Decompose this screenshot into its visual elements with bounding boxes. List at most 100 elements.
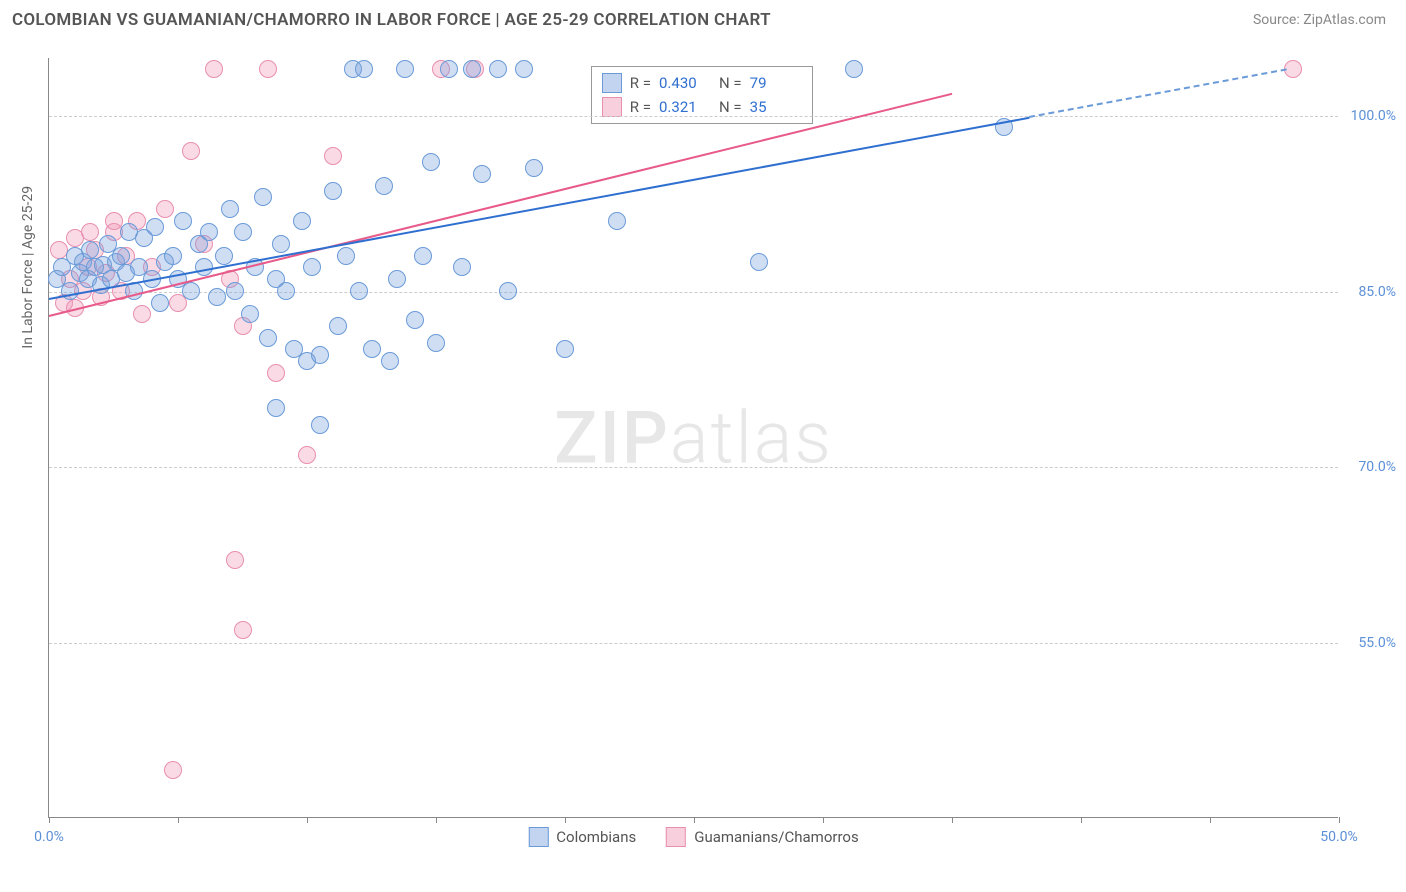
stat-r-value-b: 0.321 <box>659 98 711 116</box>
data-point <box>363 340 381 358</box>
data-point <box>388 270 406 288</box>
x-tick <box>565 817 566 823</box>
x-tick <box>307 817 308 823</box>
data-point <box>329 317 347 335</box>
x-tick <box>49 817 50 823</box>
data-point <box>146 218 164 236</box>
data-point <box>311 416 329 434</box>
data-point <box>525 159 543 177</box>
y-tick-label: 85.0% <box>1358 284 1396 300</box>
x-tick <box>1081 817 1082 823</box>
legend-label-a: Colombians <box>556 828 636 846</box>
data-point <box>414 247 432 265</box>
data-point <box>174 212 192 230</box>
data-point <box>164 761 182 779</box>
data-point <box>241 305 259 323</box>
x-tick <box>1210 817 1211 823</box>
stat-n-value-a: 79 <box>750 74 802 92</box>
x-tick-label: 50.0% <box>1320 829 1358 845</box>
data-point <box>234 223 252 241</box>
data-point <box>133 305 151 323</box>
data-point <box>499 282 517 300</box>
data-point <box>81 223 99 241</box>
data-point <box>259 60 277 78</box>
data-point <box>337 247 355 265</box>
data-point <box>489 60 507 78</box>
legend-item-colombians: Colombians <box>528 827 636 847</box>
data-point <box>355 60 373 78</box>
data-point <box>234 621 252 639</box>
data-point <box>254 188 272 206</box>
y-tick-label: 100.0% <box>1351 108 1396 124</box>
gridline <box>49 643 1338 644</box>
y-tick-label: 70.0% <box>1358 459 1396 475</box>
data-point <box>473 165 491 183</box>
gridline <box>49 467 1338 468</box>
data-point <box>164 247 182 265</box>
data-point <box>396 60 414 78</box>
data-point <box>200 223 218 241</box>
data-point <box>267 364 285 382</box>
trend-line <box>49 93 952 317</box>
x-tick <box>952 817 953 823</box>
stat-r-label: R = <box>630 74 651 92</box>
swatch-colombians-icon <box>528 827 548 847</box>
data-point <box>105 212 123 230</box>
data-point <box>453 258 471 276</box>
data-point <box>226 551 244 569</box>
x-tick <box>823 817 824 823</box>
data-point <box>226 282 244 300</box>
swatch-colombians-icon <box>602 73 622 93</box>
correlation-stats-box: R = 0.430 N = 79 R = 0.321 N = 35 <box>591 66 813 124</box>
stats-row-a: R = 0.430 N = 79 <box>602 71 802 95</box>
data-point <box>156 200 174 218</box>
data-point <box>311 346 329 364</box>
data-point <box>440 60 458 78</box>
x-tick <box>436 817 437 823</box>
legend-label-b: Guamanians/Chamorros <box>694 828 858 846</box>
x-tick <box>178 817 179 823</box>
gridline <box>49 116 1338 117</box>
source-label: Source: ZipAtlas.com <box>1253 12 1386 28</box>
data-point <box>182 142 200 160</box>
data-point <box>215 247 233 265</box>
data-point <box>324 147 342 165</box>
swatch-guamanians-icon <box>666 827 686 847</box>
x-tick-label: 0.0% <box>34 829 64 845</box>
chart-plot-area: ZIPatlas R = 0.430 N = 79 R = 0.321 N = … <box>48 58 1338 818</box>
data-point <box>182 282 200 300</box>
y-tick-label: 55.0% <box>1358 635 1396 651</box>
data-point <box>151 294 169 312</box>
data-point <box>208 288 226 306</box>
data-point <box>845 60 863 78</box>
stat-r-value-a: 0.430 <box>659 74 711 92</box>
data-point <box>381 352 399 370</box>
data-point <box>303 258 321 276</box>
data-point <box>556 340 574 358</box>
data-point <box>463 60 481 78</box>
stats-row-b: R = 0.321 N = 35 <box>602 95 802 119</box>
data-point <box>350 282 368 300</box>
data-point <box>205 60 223 78</box>
data-point <box>272 235 290 253</box>
data-point <box>259 329 277 347</box>
data-point <box>293 212 311 230</box>
stat-n-label: N = <box>719 74 742 92</box>
stat-r-label: R = <box>630 98 651 116</box>
data-point <box>324 182 342 200</box>
data-point <box>750 253 768 271</box>
data-point <box>375 177 393 195</box>
legend: Colombians Guamanians/Chamorros <box>528 827 858 847</box>
x-tick <box>694 817 695 823</box>
data-point <box>427 334 445 352</box>
data-point <box>81 241 99 259</box>
data-point <box>298 446 316 464</box>
trend-line <box>1029 69 1287 119</box>
y-axis-label: In Labor Force | Age 25-29 <box>20 186 36 349</box>
swatch-guamanians-icon <box>602 97 622 117</box>
data-point <box>112 247 130 265</box>
data-point <box>221 200 239 218</box>
data-point <box>406 311 424 329</box>
data-point <box>277 282 295 300</box>
stat-n-value-b: 35 <box>750 98 802 116</box>
